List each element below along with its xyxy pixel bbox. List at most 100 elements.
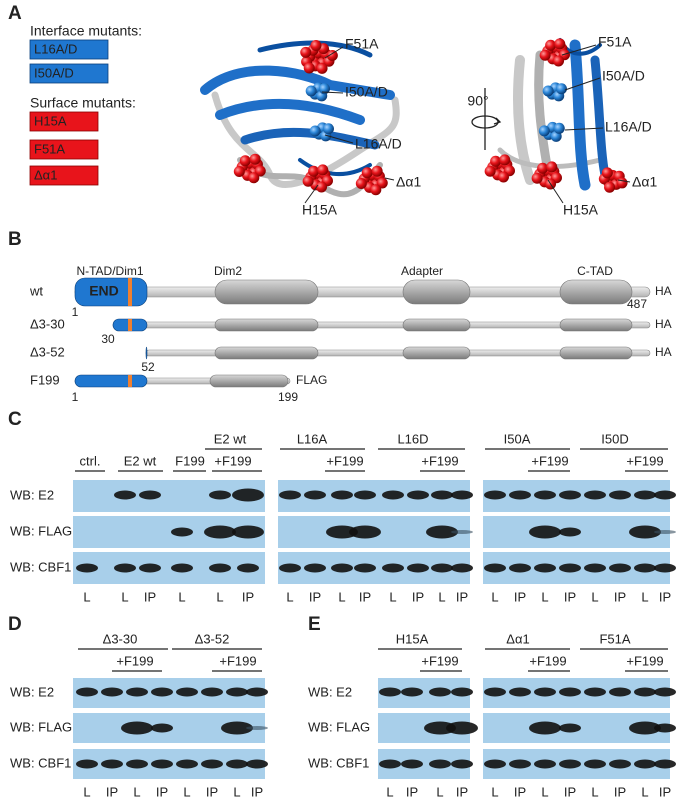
band (509, 687, 531, 697)
sphere (239, 155, 251, 167)
sphere (370, 184, 382, 196)
construct-name: Δ3-52 (30, 344, 65, 359)
lane-label: L (541, 784, 548, 799)
band (429, 759, 451, 769)
start-label: 1 (72, 305, 79, 319)
end-position: 199 (278, 390, 298, 404)
structure-label: I50A/D (345, 84, 388, 100)
start-label: 1 (72, 390, 79, 404)
band (584, 490, 606, 500)
lane-header: +F199 (421, 653, 458, 668)
structure-label: I50A/D (602, 68, 645, 84)
band (151, 759, 173, 769)
band (139, 490, 161, 500)
domain-oval (214, 346, 319, 360)
band (559, 723, 581, 733)
sphere (322, 123, 334, 135)
band (451, 530, 473, 534)
band (629, 525, 661, 539)
lane-label: IP (309, 589, 321, 604)
sphere (310, 40, 322, 52)
lane-header: ctrl. (80, 453, 101, 468)
structure-label: Δα1 (632, 174, 657, 190)
legend-label: L16A/D (34, 41, 77, 56)
sphere (308, 165, 320, 177)
band (76, 687, 98, 697)
band (559, 563, 581, 573)
group-header: L16D (397, 431, 428, 446)
band (559, 490, 581, 500)
spheres (233, 38, 628, 196)
domain-oval (402, 318, 471, 332)
band (446, 721, 478, 735)
domain-oval (559, 346, 633, 360)
sphere (531, 172, 543, 184)
band (451, 563, 473, 573)
orange-mark (128, 319, 132, 331)
lane-header: +F199 (529, 653, 566, 668)
band (634, 490, 656, 500)
band (201, 687, 223, 697)
sphere (249, 153, 261, 165)
lane-header: +F199 (531, 453, 568, 468)
lane-label: L (641, 784, 648, 799)
band (304, 563, 326, 573)
band (382, 490, 404, 500)
blot-label: WB: E2 (10, 684, 54, 699)
end-domain (145, 346, 148, 360)
band (226, 759, 248, 769)
tag-label: FLAG (296, 373, 327, 387)
band (509, 759, 531, 769)
sphere (355, 178, 367, 190)
band (209, 490, 231, 500)
band (484, 687, 506, 697)
blot-label: WB: FLAG (10, 523, 72, 538)
domain-oval (559, 279, 633, 305)
group-header: H15A (396, 631, 429, 646)
sphere (316, 62, 328, 74)
sphere (303, 62, 315, 74)
band (209, 563, 231, 573)
domain-oval (214, 318, 319, 332)
tag-label: HA (655, 317, 672, 331)
panel-label: C (8, 409, 22, 430)
lane-label: IP (144, 589, 156, 604)
lane-label: IP (564, 784, 576, 799)
band (484, 759, 506, 769)
sphere (546, 161, 558, 173)
band (634, 563, 656, 573)
band (609, 687, 631, 697)
domain-oval (559, 318, 633, 332)
legend-label: Δα1 (34, 167, 57, 182)
sphere (545, 39, 557, 51)
lane-header: F199 (175, 453, 205, 468)
band (484, 490, 506, 500)
legend-box (29, 39, 109, 60)
sphere (498, 171, 510, 183)
lane-label: L (491, 589, 498, 604)
sphere (538, 125, 550, 137)
band (221, 721, 253, 735)
group-header: L16A (297, 431, 328, 446)
blot-label: WB: CBF1 (308, 755, 369, 770)
tag-label: HA (655, 345, 672, 359)
band (176, 759, 198, 769)
lane-label: IP (206, 784, 218, 799)
lane-header: +F199 (421, 453, 458, 468)
lane-label: L (286, 589, 293, 604)
lane-label: IP (614, 784, 626, 799)
legend-label: I50A/D (34, 65, 74, 80)
lane-label: L (386, 784, 393, 799)
band (171, 527, 193, 537)
band (171, 563, 193, 573)
start-label: 52 (141, 360, 155, 374)
band (534, 687, 556, 697)
sphere (318, 83, 330, 95)
band (634, 687, 656, 697)
sphere (553, 55, 565, 67)
sphere (300, 46, 312, 58)
lane-label: L (541, 589, 548, 604)
structure-label: H15A (563, 202, 599, 218)
sphere (326, 49, 338, 61)
band (654, 687, 676, 697)
